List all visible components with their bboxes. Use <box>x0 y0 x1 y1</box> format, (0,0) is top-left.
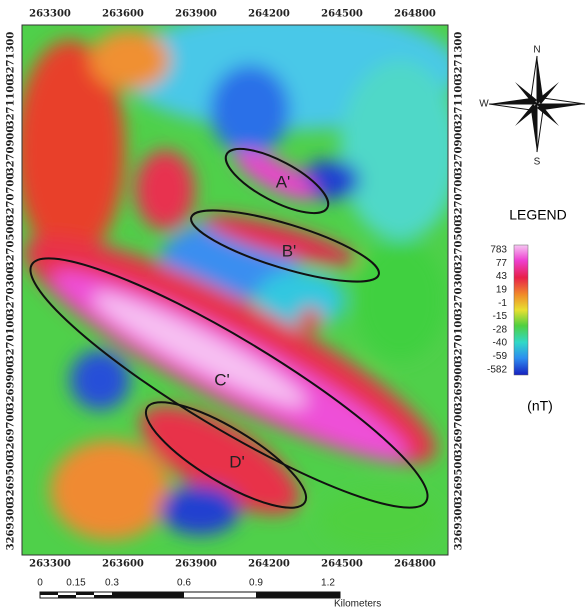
y-tick-label: 3269300 <box>6 502 17 551</box>
x-tick-label: 263300 <box>29 9 71 20</box>
y-tick-label: 3270500 <box>454 220 465 269</box>
y-tick-label: 3269300 <box>454 502 465 551</box>
y-tick-label: 3269700 <box>454 408 465 457</box>
x-tick-label: 263900 <box>175 9 217 20</box>
scale-label: 1.2 <box>321 578 335 589</box>
legend-value: 19 <box>496 285 508 296</box>
legend-value: 43 <box>496 271 508 282</box>
y-tick-label: 3270300 <box>6 267 17 316</box>
y-tick-label: 3270900 <box>6 126 17 175</box>
y-tick-label: 3270700 <box>6 173 17 222</box>
anomaly-label: D' <box>229 452 245 471</box>
compass-west: W <box>479 99 489 110</box>
y-tick-label: 3270900 <box>454 126 465 175</box>
compass-south: S <box>534 157 541 168</box>
y-tick-label: 3269500 <box>6 455 17 504</box>
legend-value: 77 <box>496 258 508 269</box>
y-tick-label: 3270300 <box>454 267 465 316</box>
scale-bar <box>40 592 340 598</box>
x-tick-label: 264800 <box>394 9 436 20</box>
legend-value: -40 <box>493 338 508 349</box>
x-tick-label: 264500 <box>321 9 363 20</box>
legend-unit: (nT) <box>527 398 553 414</box>
scale-unit: Kilometers <box>334 599 381 610</box>
y-tick-label: 3269900 <box>454 361 465 410</box>
x-tick-label: 264800 <box>394 559 436 570</box>
legend-value: 783 <box>490 245 507 256</box>
scale-label: 0.6 <box>177 578 191 589</box>
y-tick-label: 3270700 <box>454 173 465 222</box>
y-tick-label: 3270100 <box>454 314 465 363</box>
legend-value: -59 <box>493 351 508 362</box>
map-figure: A' B' C' D' N W S LEGEND (nT) Kilometers… <box>0 0 588 610</box>
scale-label: 0 <box>37 578 43 589</box>
anomaly-label: C' <box>214 370 230 389</box>
y-tick-label: 3271300 <box>6 32 17 81</box>
y-tick-label: 3271300 <box>454 32 465 81</box>
legend-value: -28 <box>493 324 508 335</box>
anomaly-label: A' <box>276 172 291 191</box>
compass-north: N <box>533 45 540 56</box>
x-tick-label: 264500 <box>321 559 363 570</box>
x-tick-label: 263600 <box>102 559 144 570</box>
scale-label: 0.3 <box>105 578 119 589</box>
legend-title: LEGEND <box>509 207 567 223</box>
y-tick-label: 3271100 <box>6 79 17 128</box>
x-tick-label: 263300 <box>29 559 71 570</box>
x-tick-label: 264200 <box>248 559 290 570</box>
x-tick-label: 263900 <box>175 559 217 570</box>
legend-value: -1 <box>498 298 507 309</box>
anomaly-raster <box>2 10 460 555</box>
legend-colorbar <box>514 245 528 375</box>
x-tick-label: 264200 <box>248 9 290 20</box>
y-tick-label: 3270500 <box>6 220 17 269</box>
y-tick-label: 3269900 <box>6 361 17 410</box>
legend-value: -582 <box>487 364 507 375</box>
anomaly-label: B' <box>282 241 297 260</box>
compass <box>489 56 585 152</box>
legend-value: -15 <box>493 311 508 322</box>
y-tick-label: 3271100 <box>454 79 465 128</box>
y-tick-label: 3269700 <box>6 408 17 457</box>
scale-label: 0.15 <box>66 578 86 589</box>
y-tick-label: 3270100 <box>6 314 17 363</box>
scale-label: 0.9 <box>249 578 263 589</box>
y-tick-label: 3269500 <box>454 455 465 504</box>
x-tick-label: 263600 <box>102 9 144 20</box>
